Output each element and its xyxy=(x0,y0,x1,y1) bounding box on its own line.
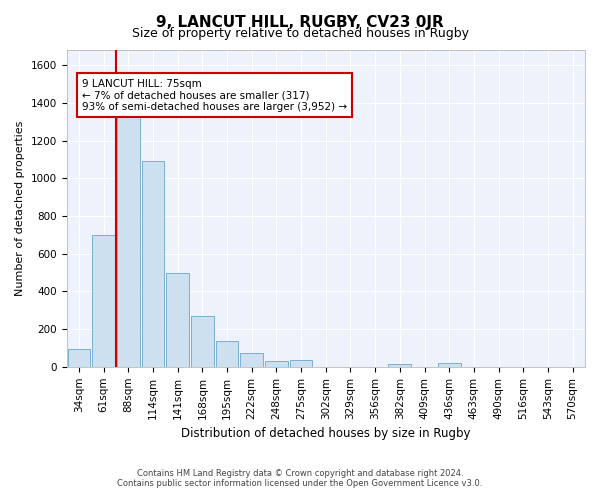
Bar xyxy=(142,162,164,367)
Bar xyxy=(388,364,411,367)
Text: Contains HM Land Registry data © Crown copyright and database right 2024.: Contains HM Land Registry data © Crown c… xyxy=(137,468,463,477)
Text: 9 LANCUT HILL: 75sqm
← 7% of detached houses are smaller (317)
93% of semi-detac: 9 LANCUT HILL: 75sqm ← 7% of detached ho… xyxy=(82,78,347,112)
Text: Size of property relative to detached houses in Rugby: Size of property relative to detached ho… xyxy=(131,28,469,40)
Bar xyxy=(117,117,140,367)
X-axis label: Distribution of detached houses by size in Rugby: Distribution of detached houses by size … xyxy=(181,427,470,440)
Bar xyxy=(68,348,90,367)
Text: Contains public sector information licensed under the Open Government Licence v3: Contains public sector information licen… xyxy=(118,478,482,488)
Y-axis label: Number of detached properties: Number of detached properties xyxy=(15,120,25,296)
Text: 9, LANCUT HILL, RUGBY, CV23 0JR: 9, LANCUT HILL, RUGBY, CV23 0JR xyxy=(156,15,444,30)
Bar xyxy=(92,236,115,367)
Bar xyxy=(265,361,288,367)
Bar xyxy=(290,360,313,367)
Bar xyxy=(438,363,461,367)
Bar xyxy=(215,341,238,367)
Bar xyxy=(191,316,214,367)
Bar xyxy=(241,353,263,367)
Bar xyxy=(166,272,189,367)
